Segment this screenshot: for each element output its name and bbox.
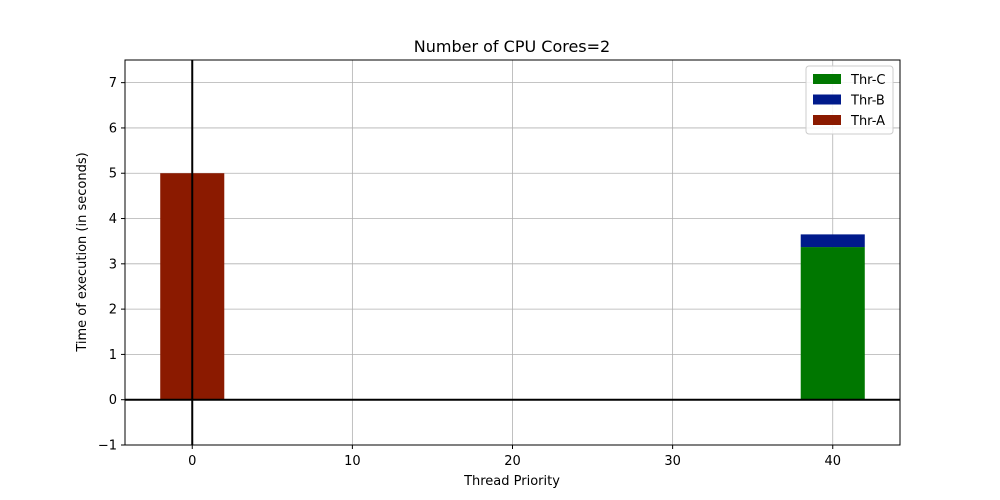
chart-title: Number of CPU Cores=2 <box>414 37 610 56</box>
y-tick-label: 3 <box>109 257 117 272</box>
y-tick-label: 6 <box>109 121 117 136</box>
legend-swatch <box>813 74 841 84</box>
bar-thr-b <box>800 234 865 248</box>
bar-thr-c <box>800 247 865 400</box>
legend-label: Thr-A <box>850 114 885 129</box>
x-tick-label: 0 <box>188 454 196 469</box>
grid <box>125 60 900 446</box>
legend-label: Thr-B <box>850 94 885 109</box>
y-tick-label: 2 <box>109 303 117 318</box>
x-tick-label: 30 <box>664 454 681 469</box>
x-axis-label: Thread Priority <box>463 474 560 489</box>
legend-swatch <box>813 115 841 125</box>
x-axis-ticks: 0 10 20 30 40 <box>188 445 841 469</box>
x-tick-label: 10 <box>344 454 361 469</box>
y-tick-label: 5 <box>109 167 117 182</box>
x-tick-label: 20 <box>504 454 521 469</box>
legend-label: Thr-C <box>850 73 885 88</box>
zero-lines <box>125 60 900 445</box>
y-tick-label: 1 <box>109 348 117 363</box>
y-axis-ticks: −1 0 1 2 3 4 5 6 7 <box>98 76 125 454</box>
x-tick-label: 40 <box>824 454 841 469</box>
y-tick-label: −1 <box>98 439 117 454</box>
y-tick-label: 0 <box>109 393 117 408</box>
legend: Thr-C Thr-B Thr-A <box>805 65 894 135</box>
y-tick-label: 7 <box>109 76 117 91</box>
y-tick-label: 4 <box>109 212 117 227</box>
y-axis-label: Time of execution (in seconds) <box>75 152 90 352</box>
legend-swatch <box>813 94 841 105</box>
